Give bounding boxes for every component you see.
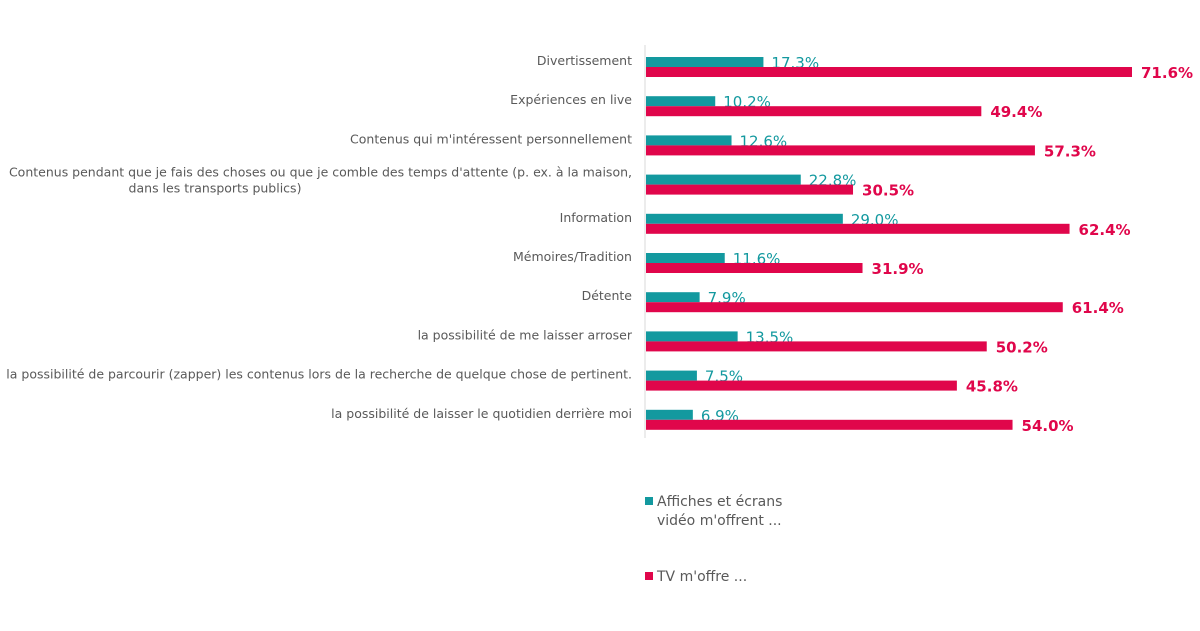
bar-tv	[646, 184, 854, 195]
bar-tv	[646, 341, 987, 352]
bar-tv	[646, 263, 863, 273]
legend-label-affiches-line1: Affiches et écrans	[657, 494, 783, 510]
bar-affiches	[646, 174, 801, 185]
data-label-tv: 61.4%	[1072, 299, 1124, 317]
data-label-tv: 31.9%	[872, 260, 924, 278]
legend-swatch-red	[645, 572, 653, 580]
category-label: Contenus qui m'intéressent personnelleme…	[350, 131, 632, 146]
data-label-tv: 50.2%	[996, 338, 1048, 356]
bar-affiches	[646, 57, 764, 67]
category-label: Mémoires/Tradition	[513, 249, 632, 264]
category-label: Expériences en live	[510, 92, 632, 107]
bar-tv	[646, 419, 1013, 430]
category-label: Information	[560, 210, 632, 225]
category-label: Divertissement	[537, 53, 632, 68]
bar-tv	[646, 106, 982, 117]
bar-affiches	[646, 96, 716, 107]
bars-group: 17.3%71.6%10.2%49.4%12.6%57.3%22.8%30.5%…	[646, 54, 1193, 435]
data-label-tv: 62.4%	[1079, 221, 1131, 239]
category-label: Détente	[582, 288, 633, 303]
bar-affiches	[646, 331, 738, 342]
category-labels: Divertissement Expériences en live Contenu…	[6, 53, 633, 421]
legend-swatch-teal	[645, 497, 653, 505]
bar-tv	[646, 223, 1070, 234]
legend-label-affiches-line2: vidéo m'offrent ...	[657, 513, 782, 529]
bar-affiches	[646, 409, 693, 420]
legend-item-tv: TV m'offre ...	[645, 568, 807, 587]
bar-tv	[646, 67, 1132, 77]
bar-tv	[646, 145, 1035, 156]
bar-tv	[646, 380, 957, 391]
bar-tv	[646, 302, 1063, 313]
legend-label-tv: TV m'offre ...	[657, 569, 748, 585]
category-label: dans les transports publics)	[129, 181, 302, 196]
category-label: la possibilité de parcourir (zapper) les…	[6, 367, 632, 382]
category-label: la possibilité de laisser le quotidien d…	[331, 406, 632, 421]
bar-affiches	[646, 213, 843, 224]
category-label: Contenus pendant que je fais des choses …	[9, 165, 632, 180]
data-label-tv: 57.3%	[1044, 142, 1096, 160]
data-label-tv: 45.8%	[966, 378, 1018, 396]
data-label-tv: 49.4%	[990, 103, 1042, 121]
category-label: la possibilité de me laisser arroser	[418, 327, 633, 342]
bar-affiches	[646, 253, 725, 263]
legend-item-affiches: Affiches et écrans vidéo m'offrent ...	[645, 493, 807, 531]
data-label-tv: 30.5%	[862, 182, 914, 200]
bar-affiches	[646, 135, 732, 146]
data-label-tv: 71.6%	[1141, 64, 1193, 82]
bar-affiches	[646, 292, 700, 303]
bar-affiches	[646, 370, 697, 381]
data-label-tv: 54.0%	[1022, 417, 1074, 435]
